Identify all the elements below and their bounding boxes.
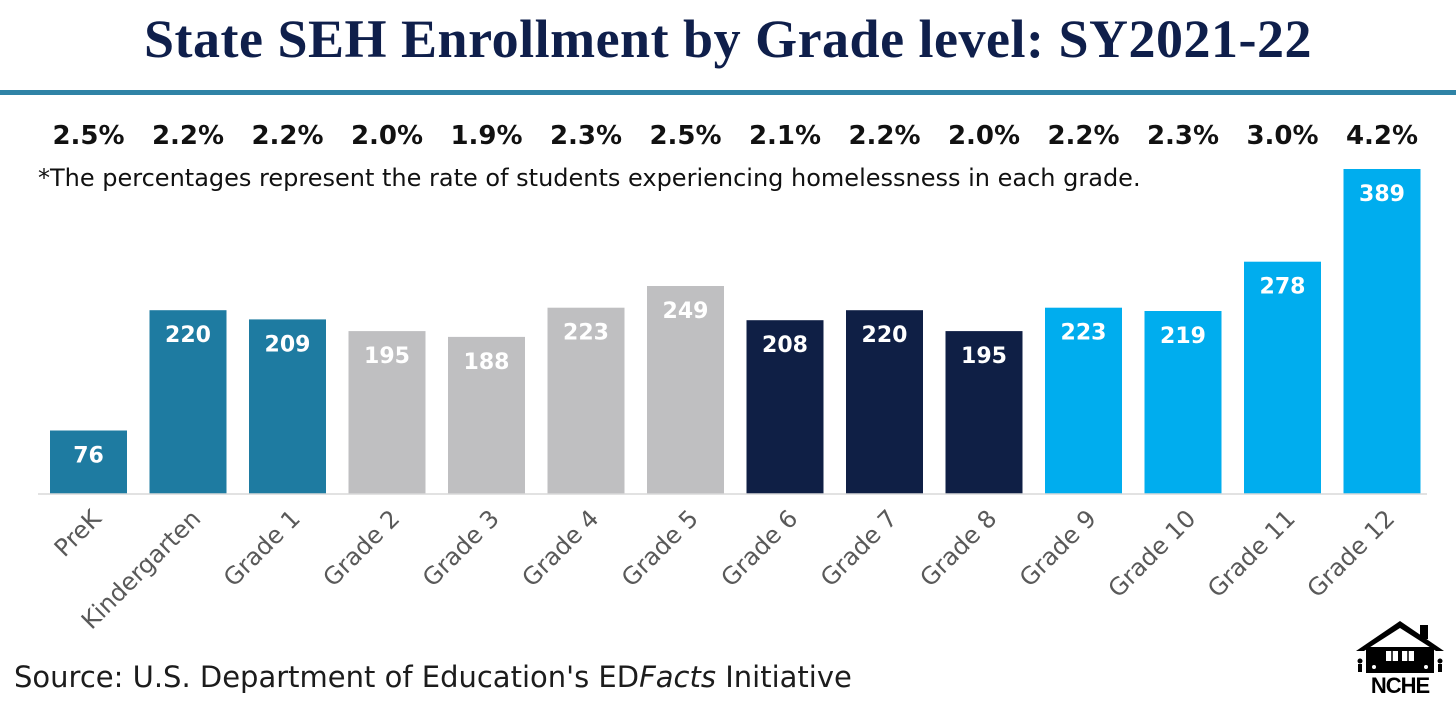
source-suffix: Initiative — [715, 660, 852, 694]
bar — [448, 336, 525, 494]
rate-label: 2.5% — [649, 121, 721, 151]
bar — [1144, 311, 1222, 494]
bar — [1343, 169, 1421, 494]
bar-chart: 2.5% 2.2% 2.2% 2.0% 1.9% 2.3% 2.5% 2.1% 2.2% 2.0%… — [38, 121, 1427, 635]
bar-value-label: 278 — [1260, 275, 1306, 300]
source-note: Source: U.S. Department of Education's E… — [14, 660, 852, 694]
bar — [547, 307, 625, 494]
rate-label: 2.0% — [351, 121, 423, 151]
house-family-icon — [1356, 621, 1444, 673]
bar-value-label: 220 — [862, 323, 908, 348]
bar — [1244, 261, 1321, 494]
source-prefix: Source: U.S. Department of Education's E… — [14, 660, 640, 694]
category-label: Grade 1 — [218, 504, 306, 592]
rate-label: 1.9% — [450, 121, 522, 151]
rate-label: 4.2% — [1346, 121, 1418, 151]
category-label: PreK — [49, 504, 108, 563]
bar — [249, 319, 326, 494]
bar — [50, 430, 127, 494]
bar-value-label: 208 — [762, 333, 808, 358]
bar — [746, 320, 824, 494]
category-label: Grade 12 — [1302, 504, 1401, 603]
bar-value-label: 76 — [73, 444, 104, 469]
bar — [945, 331, 1023, 494]
category-label: Grade 2 — [318, 504, 406, 592]
chart-title: State SEH Enrollment by Grade level: SY2… — [144, 9, 1312, 69]
title-divider — [0, 90, 1456, 95]
bar — [647, 286, 724, 494]
nche-logo-text: NCHE — [1371, 673, 1430, 695]
bar — [846, 310, 923, 494]
bar-value-label: 223 — [1061, 321, 1107, 346]
nche-logo: NCHE — [1356, 621, 1444, 695]
bar-value-label: 195 — [364, 344, 410, 369]
bars: 76 220 209 195 188 223 249 208 220 195 223 219 278 38… — [50, 169, 1421, 494]
bar — [1045, 307, 1122, 494]
bar-value-label: 249 — [663, 299, 709, 324]
category-label: Grade 6 — [716, 504, 804, 592]
rate-label: 2.1% — [749, 121, 821, 151]
rate-label: 2.3% — [1147, 121, 1219, 151]
category-label: Grade 9 — [1014, 504, 1102, 592]
category-label: Grade 7 — [815, 504, 903, 592]
rate-label: 2.2% — [152, 121, 224, 151]
bar — [149, 310, 227, 494]
chart-footnote: *The percentages represent the rate of s… — [38, 164, 1141, 192]
category-label: Grade 8 — [915, 504, 1003, 592]
rate-label: 2.5% — [52, 121, 124, 151]
rate-labels: 2.5% 2.2% 2.2% 2.0% 1.9% 2.3% 2.5% 2.1% 2.2% 2.0%… — [52, 121, 1418, 151]
rate-label: 2.3% — [550, 121, 622, 151]
rate-label: 3.0% — [1246, 121, 1318, 151]
bar — [348, 331, 426, 494]
rate-label: 2.2% — [848, 121, 920, 151]
source-italic: Facts — [639, 660, 716, 694]
bar-value-label: 188 — [464, 350, 510, 375]
rate-label: 2.2% — [251, 121, 323, 151]
category-label: Grade 10 — [1103, 504, 1202, 603]
category-label: Grade 5 — [616, 504, 704, 592]
rate-label: 2.0% — [948, 121, 1020, 151]
category-label: Grade 4 — [517, 504, 605, 592]
category-label: Grade 11 — [1202, 504, 1301, 603]
bar-value-label: 195 — [961, 344, 1007, 369]
bar-value-label: 219 — [1160, 324, 1206, 349]
rate-label: 2.2% — [1047, 121, 1119, 151]
bar-value-label: 223 — [563, 321, 609, 346]
category-label: Grade 3 — [417, 504, 505, 592]
bar-value-label: 389 — [1359, 182, 1405, 207]
bar-value-label: 209 — [265, 332, 311, 357]
bar-value-label: 220 — [165, 323, 211, 348]
